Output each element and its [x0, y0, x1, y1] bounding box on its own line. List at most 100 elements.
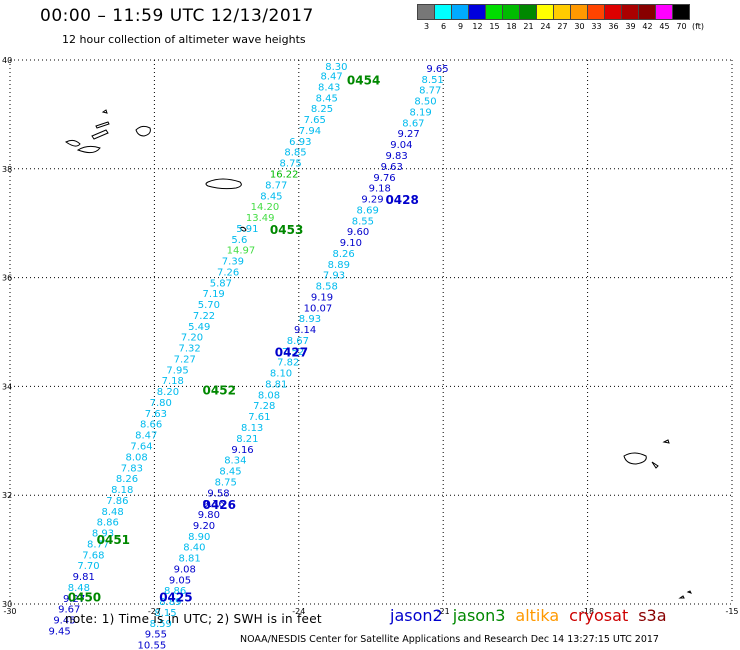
footnote: note: 1) Time is in UTC; 2) SWH is in fe… [65, 612, 322, 626]
color-scale-label: 6 [440, 22, 447, 31]
legend-s3a: s3a [638, 606, 667, 625]
swh-value: 8.58 [316, 282, 338, 293]
swh-value: 8.21 [236, 434, 258, 445]
swh-value: 9.29 [361, 195, 383, 206]
swh-value: 7.95 [166, 365, 188, 376]
swh-value: 7.83 [121, 463, 143, 474]
swh-value: 8.51 [422, 75, 444, 86]
lon-tick-label: -27 [148, 607, 161, 616]
pass-labels: 0450 0451 0452 0453 0454 0425 0426 0427 0428 [68, 73, 419, 604]
color-scale: 3 6 9 12 15 18 21 24 27 30 33 36 39 42 45 70 (ft) [417, 4, 704, 31]
swh-value: 8.93 [299, 314, 321, 325]
color-scale-bar [417, 4, 704, 20]
swh-value: 9.16 [231, 445, 253, 456]
island-azores-6 [101, 109, 108, 114]
pass-label-0426: 0426 [203, 498, 236, 512]
swh-value: 8.47 [135, 431, 157, 442]
swh-value: 6.93 [289, 137, 311, 148]
swh-value: 8.69 [357, 205, 379, 216]
island-azores-5 [135, 125, 151, 137]
swh-value: 8.81 [178, 554, 200, 565]
page-subtitle: 12 hour collection of altimeter wave hei… [62, 33, 306, 46]
pass-label-0425: 0425 [159, 590, 192, 604]
island-azores-1 [65, 139, 81, 147]
swh-value: 8.08 [258, 390, 280, 401]
swh-value: 9.45 [53, 616, 75, 627]
credit-line: NOAA/NESDIS Center for Satellite Applica… [240, 634, 659, 645]
swh-value: 9.67 [58, 605, 80, 616]
swh-value: 9.36 [203, 499, 225, 510]
swh-value: 8.59 [150, 619, 172, 630]
color-scale-label: 39 [625, 22, 636, 31]
color-scale-label: 24 [540, 22, 551, 31]
swh-value: 8.89 [328, 260, 350, 271]
swh-value: 8.18 [111, 485, 133, 496]
swh-value: 7.70 [77, 561, 99, 572]
swh-value: 7.64 [130, 442, 152, 453]
island-santa-maria [239, 226, 247, 232]
swh-value: 16.22 [270, 170, 299, 181]
color-scale-label: 70 [676, 22, 687, 31]
swh-value: 10.07 [304, 303, 333, 314]
swh-value: 8.20 [157, 387, 179, 398]
lon-tick-label: -21 [437, 607, 450, 616]
color-scale-label: 36 [608, 22, 619, 31]
swh-value: 8.15 [154, 608, 176, 619]
lat-tick-label: 34 [2, 382, 12, 391]
swh-value: 10.55 [138, 641, 167, 650]
swh-value: 8.48 [101, 507, 123, 518]
swh-value: 13.49 [246, 213, 275, 224]
color-scale-label: 30 [574, 22, 585, 31]
swh-value: 7.94 [299, 126, 321, 137]
swh-value: 7.65 [304, 115, 326, 126]
swh-value: 7.52 [282, 347, 304, 358]
swh-value: 8.86 [97, 518, 119, 529]
swh-value: 8.43 [318, 82, 340, 93]
swh-value: 8.34 [224, 456, 246, 467]
swh-value: 9.19 [311, 292, 333, 303]
swh-value: 8.75 [215, 477, 237, 488]
pass-label-0427: 0427 [275, 345, 308, 359]
swh-value: 8.30 [325, 62, 347, 73]
legend-jason3: jason3 [452, 606, 506, 625]
legend-jason2: jason2 [390, 606, 443, 625]
swh-value: 8.67 [287, 336, 309, 347]
color-scale-label: 21 [523, 22, 534, 31]
swh-value: 8.66 [140, 420, 162, 431]
swh-value: 7.68 [82, 550, 104, 561]
swh-value: 9.65 [426, 64, 448, 75]
pass-label-0453: 0453 [270, 223, 303, 237]
legend-altika: altika [515, 606, 560, 625]
land-masses [65, 109, 692, 599]
color-scale-labels: 3 6 9 12 15 18 21 24 27 30 33 36 39 42 45 70 (ft) [418, 22, 704, 31]
island-azores-4 [95, 121, 110, 129]
lat-tick-label: 32 [2, 491, 12, 500]
color-scale-label: 45 [659, 22, 670, 31]
swh-value: 9.60 [347, 227, 369, 238]
swh-value: 5.49 [188, 322, 210, 333]
swh-value: 7.18 [162, 376, 184, 387]
swh-value: 7.80 [150, 398, 172, 409]
swh-value: 9.10 [340, 238, 362, 249]
swh-value: 7.32 [178, 344, 200, 355]
island-madeira [623, 452, 647, 465]
swh-value: 9.04 [390, 140, 412, 151]
swh-value: 9.81 [73, 572, 95, 583]
swh-value: 9.18 [369, 184, 391, 195]
lon-tick-label: -18 [581, 607, 594, 616]
swh-value: 14.20 [251, 202, 280, 213]
color-scale-unit: (ft) [692, 22, 705, 31]
swh-value: 8.10 [270, 369, 292, 380]
swh-value: 9.80 [198, 510, 220, 521]
lon-tick-label: -15 [725, 607, 738, 616]
track-values: 8.308.478.438.458.257.657.946.938.858.75… [49, 62, 449, 650]
swh-value: 8.50 [414, 97, 436, 108]
color-scale-label: 18 [506, 22, 517, 31]
swh-value: 8.26 [116, 474, 138, 485]
swh-value: 5.70 [198, 300, 220, 311]
color-scale-label: 9 [457, 22, 464, 31]
swh-value: 7.19 [203, 289, 225, 300]
island-azores-2 [76, 145, 101, 154]
pass-label-0450: 0450 [68, 590, 101, 604]
